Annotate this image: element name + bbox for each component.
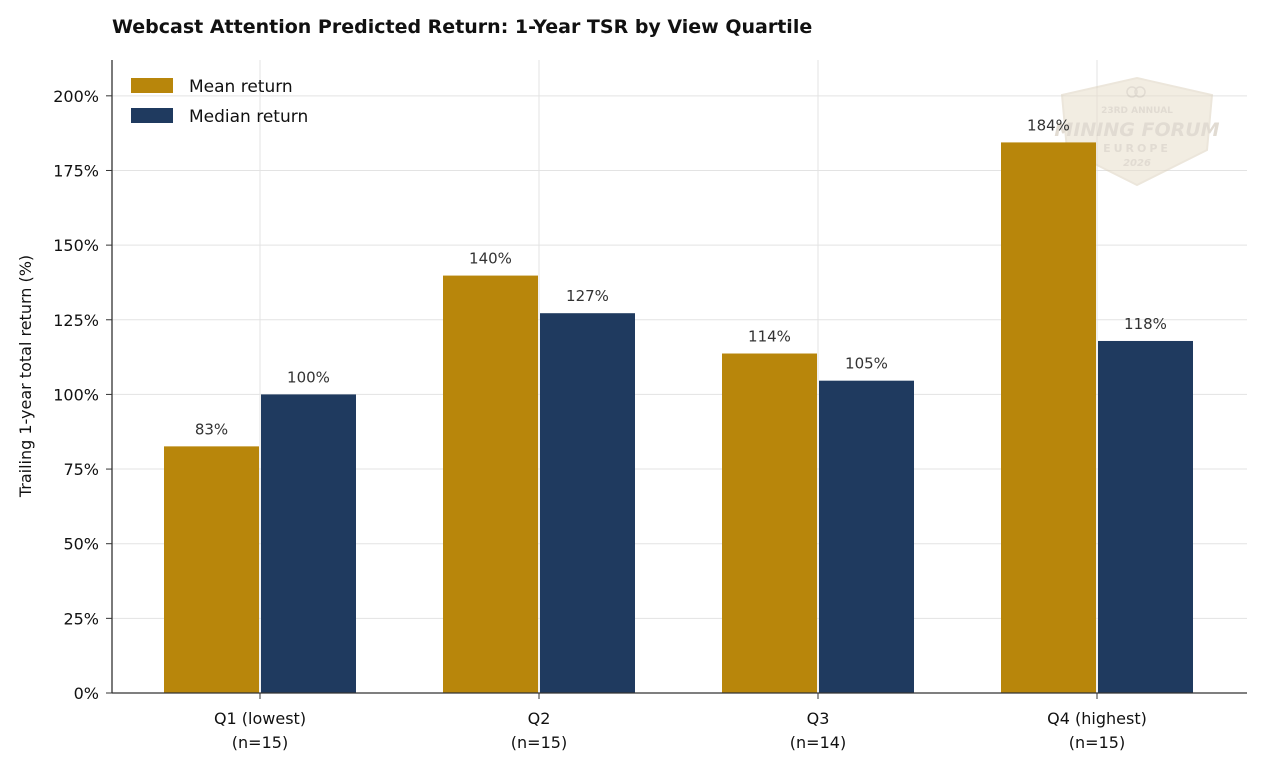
- watermark-line4: 2026: [1123, 158, 1151, 169]
- bar-median-4: [1098, 340, 1193, 693]
- data-label: 105%: [845, 355, 888, 373]
- chart-title: Webcast Attention Predicted Return: 1-Ye…: [112, 16, 812, 38]
- bar-median-1: [261, 394, 356, 693]
- x-tick-sublabel: (n=15): [511, 733, 567, 752]
- y-tick-label: 125%: [53, 311, 99, 330]
- data-label: 184%: [1027, 116, 1070, 134]
- watermark-line3: EUROPE: [1103, 142, 1171, 155]
- x-tick-sublabel: (n=15): [1069, 733, 1125, 752]
- legend: Mean return Median return: [131, 77, 308, 127]
- y-tick-label: 25%: [63, 609, 99, 628]
- data-label: 127%: [566, 287, 609, 305]
- x-tick-label: Q1 (lowest): [214, 709, 306, 728]
- bar-median-3: [819, 380, 914, 693]
- data-label: 100%: [287, 368, 330, 386]
- watermark-line2: MINING FORUM: [1054, 119, 1219, 141]
- bar-mean-2: [443, 275, 538, 693]
- x-tick-label: Q2: [528, 709, 551, 728]
- y-tick-label: 75%: [63, 460, 99, 479]
- y-tick-labels: 0% 25% 50% 75% 100% 125% 150% 175% 200%: [53, 87, 99, 703]
- x-tick-sublabel: (n=15): [232, 733, 288, 752]
- y-tick-label: 150%: [53, 236, 99, 255]
- data-label: 140%: [469, 250, 512, 268]
- y-tick-label: 200%: [53, 87, 99, 106]
- y-tick-label: 100%: [53, 385, 99, 404]
- legend-swatch-median: [131, 108, 173, 123]
- data-label: 83%: [195, 420, 228, 438]
- data-label: 114%: [748, 328, 791, 346]
- y-tick-label: 175%: [53, 161, 99, 180]
- bar-median-2: [540, 313, 635, 693]
- data-labels: 83% 140% 114% 184% 100% 127% 105% 118%: [195, 116, 1167, 438]
- bars: [164, 142, 1193, 694]
- bar-mean-1: [164, 446, 259, 693]
- bar-mean-4: [1001, 142, 1096, 694]
- y-axis-label: Trailing 1-year total return (%): [16, 255, 35, 498]
- legend-swatch-mean: [131, 78, 173, 93]
- x-tick-label: Q4 (highest): [1047, 709, 1147, 728]
- watermark-logo: 23RD ANNUAL MINING FORUM EUROPE 2026: [1054, 76, 1220, 187]
- x-tick-sublabel: (n=14): [790, 733, 846, 752]
- x-tick-label: Q3: [807, 709, 830, 728]
- data-label: 118%: [1124, 315, 1167, 333]
- legend-label-mean: Mean return: [189, 77, 293, 97]
- y-tick-label: 0%: [74, 684, 99, 703]
- axes: [106, 60, 1247, 699]
- bar-mean-3: [722, 353, 817, 693]
- watermark-line1: 23RD ANNUAL: [1101, 106, 1173, 116]
- legend-label-median: Median return: [189, 107, 308, 127]
- y-tick-label: 50%: [63, 535, 99, 554]
- x-tick-labels: Q1 (lowest) (n=15) Q2 (n=15) Q3 (n=14) Q4 (hig…: [214, 709, 1147, 752]
